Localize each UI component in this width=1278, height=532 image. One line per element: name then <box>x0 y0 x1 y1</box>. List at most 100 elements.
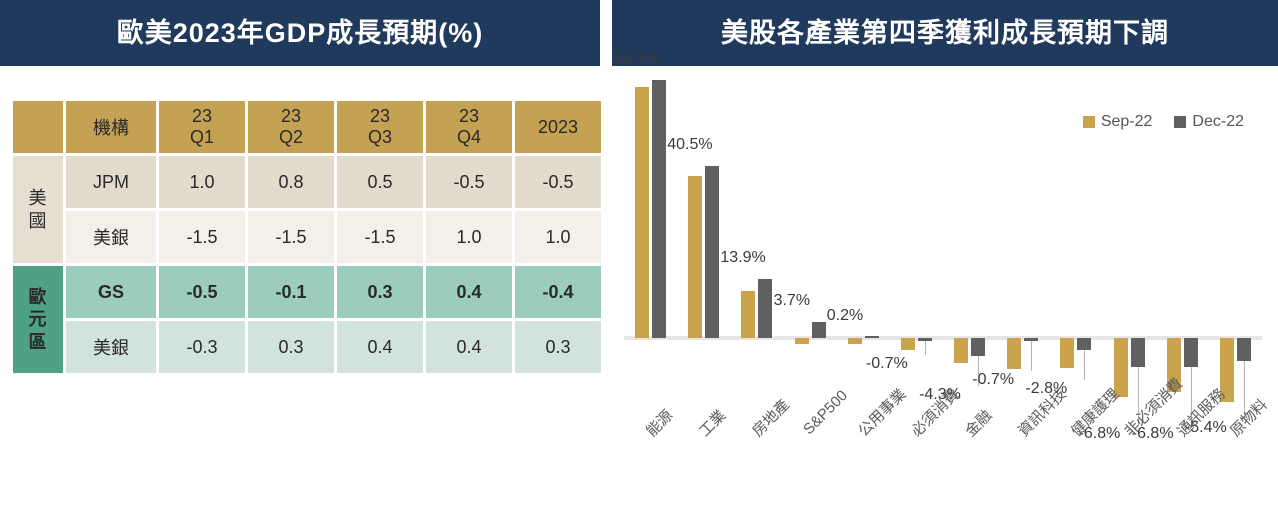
chart-panel-title-banner: 美股各產業第四季獲利成長預期下調 <box>612 0 1278 66</box>
cell-23q2: -0.1 <box>248 266 334 318</box>
cell-2023: -0.4 <box>515 266 601 318</box>
sector-earnings-chart: Sep-22 Dec-22 60.8% 40.5% 13.9% 3.7% 0.2% -0.7… <box>612 50 1278 532</box>
chart-data-label: -6.8% <box>1078 424 1121 442</box>
chart-data-label: -5.4% <box>1184 418 1227 436</box>
header-23q4-quarter: Q4 <box>456 127 481 147</box>
header-23q3: 23 Q3 <box>337 101 423 153</box>
cell-org: 美銀 <box>66 211 156 263</box>
chart-data-label: 3.7% <box>773 292 811 310</box>
header-23q3-year: 23 <box>369 106 391 127</box>
cell-org: GS <box>66 266 156 318</box>
chart-panel-title: 美股各產業第四季獲利成長預期下調 <box>721 17 1169 48</box>
gdp-panel-title-banner: 歐美2023年GDP成長預期(%) <box>0 0 600 66</box>
chart-bar[interactable] <box>1219 338 1234 402</box>
cell-org: JPM <box>66 156 156 208</box>
chart-bar[interactable] <box>811 322 826 338</box>
cell-23q1: 1.0 <box>159 156 245 208</box>
chart-bar[interactable] <box>1236 338 1251 361</box>
legend-swatch-icon <box>1174 116 1187 128</box>
cell-2023: 1.0 <box>515 211 601 263</box>
region-eu-char-2: 區 <box>28 331 48 352</box>
chart-data-label: 60.8% <box>614 49 660 67</box>
chart-bar[interactable] <box>705 165 720 338</box>
chart-bar[interactable] <box>1130 338 1145 367</box>
chart-label-leader-line <box>1137 366 1139 425</box>
cell-org: 美銀 <box>66 321 156 373</box>
cell-23q1: -1.5 <box>159 211 245 263</box>
cell-23q4: 0.4 <box>426 266 512 318</box>
legend-item[interactable]: Sep-22 <box>1082 113 1152 131</box>
chart-label-leader-line <box>1084 349 1086 380</box>
chart-bar[interactable] <box>954 338 969 363</box>
chart-x-axis-labels: 能源 工業 房地產 S&P500 公用事業 必須消費 金融 資訊科技 健康護理 非必須消費 通訊服務… <box>620 375 1272 532</box>
table-row: 歐 元 區 GS -0.5 -0.1 0.3 0.4 -0.4 <box>13 266 601 373</box>
header-23q2-quarter: Q2 <box>278 127 303 147</box>
chart-bar[interactable] <box>971 338 986 357</box>
header-23q1-quarter: Q1 <box>189 127 214 147</box>
cell-23q3: 0.3 <box>337 266 423 318</box>
chart-zero-baseline <box>624 336 1262 340</box>
cell-23q3: 0.5 <box>337 156 423 208</box>
region-label-us: 美 國 <box>13 156 63 263</box>
cell-23q3: -1.5 <box>337 211 423 263</box>
chart-bar[interactable] <box>1113 338 1128 397</box>
chart-data-label: 0.2% <box>826 307 864 325</box>
legend-label: Dec-22 <box>1192 113 1244 130</box>
table-row: 美銀 -1.5 -1.5 -1.5 1.0 1.0 <box>13 211 601 263</box>
chart-bar[interactable] <box>794 338 809 345</box>
chart-bar[interactable] <box>864 336 879 338</box>
legend-swatch-icon <box>1082 116 1095 128</box>
chart-data-label: -6.8% <box>1131 424 1174 442</box>
cell-2023: 0.3 <box>515 321 601 373</box>
x-axis-label: 能源 <box>642 406 676 441</box>
chart-bar[interactable] <box>900 338 915 350</box>
chart-data-label: -4.3% <box>919 386 961 404</box>
cell-23q4: -0.5 <box>426 156 512 208</box>
chart-bar[interactable] <box>758 278 773 338</box>
chart-data-label: 40.5% <box>667 135 713 153</box>
table-row: 美 國 JPM 1.0 0.8 0.5 -0.5 -0.5 <box>13 156 601 263</box>
chart-label-leader-line <box>1031 340 1033 371</box>
chart-bar[interactable] <box>741 291 756 338</box>
cell-23q2: -1.5 <box>248 211 334 263</box>
chart-label-leader-line <box>1190 366 1192 425</box>
chart-data-label: 13.9% <box>720 248 766 266</box>
header-23q3-quarter: Q3 <box>367 127 392 147</box>
legend-item[interactable]: Dec-22 <box>1174 113 1244 131</box>
chart-label-leader-line <box>1243 360 1245 419</box>
region-eu-char-0: 歐 <box>28 286 48 307</box>
header-23q1-year: 23 <box>191 106 213 127</box>
x-axis-label: 金融 <box>961 406 995 441</box>
chart-bar[interactable] <box>917 338 932 341</box>
chart-legend: Sep-22 Dec-22 <box>1082 113 1244 131</box>
chart-bar[interactable] <box>1183 338 1198 367</box>
header-23q4-year: 23 <box>458 106 480 127</box>
region-label-eurozone: 歐 元 區 <box>13 266 63 373</box>
chart-bar[interactable] <box>635 87 650 338</box>
chart-bar[interactable] <box>1077 338 1092 350</box>
chart-data-label: -2.8% <box>1025 379 1068 397</box>
chart-plot-area: 60.8% 40.5% 13.9% 3.7% 0.2% -0.7% -4.3% -0.7% -2… <box>614 50 1270 442</box>
chart-bar[interactable] <box>688 175 703 338</box>
chart-bar[interactable] <box>1060 338 1075 368</box>
header-org: 機構 <box>66 101 156 153</box>
cell-23q1: -0.3 <box>159 321 245 373</box>
cell-23q4: 0.4 <box>426 321 512 373</box>
gdp-panel-title: 歐美2023年GDP成長預期(%) <box>116 17 484 48</box>
cell-23q2: 0.8 <box>248 156 334 208</box>
table-row: 美銀 -0.3 0.3 0.4 0.4 0.3 <box>13 321 601 373</box>
sector-earnings-panel: 美股各產業第四季獲利成長預期下調 Sep-22 Dec-22 60.8% 40.5%… <box>612 0 1278 532</box>
region-us-char-0: 美 <box>28 188 48 208</box>
header-23q1: 23 Q1 <box>159 101 245 153</box>
chart-bar[interactable] <box>1024 338 1039 341</box>
chart-bar[interactable] <box>847 338 862 344</box>
chart-label-leader-line <box>978 356 980 387</box>
chart-bar[interactable] <box>1007 338 1022 369</box>
region-us-char-1: 國 <box>28 210 48 231</box>
header-23q2-year: 23 <box>280 106 302 127</box>
gdp-forecast-table: 機構 23 Q1 23 Q2 23 Q3 23 Q4 <box>10 98 604 376</box>
chart-bar[interactable] <box>652 79 667 338</box>
x-axis-label: 工業 <box>695 406 730 441</box>
chart-bar[interactable] <box>1166 338 1181 393</box>
